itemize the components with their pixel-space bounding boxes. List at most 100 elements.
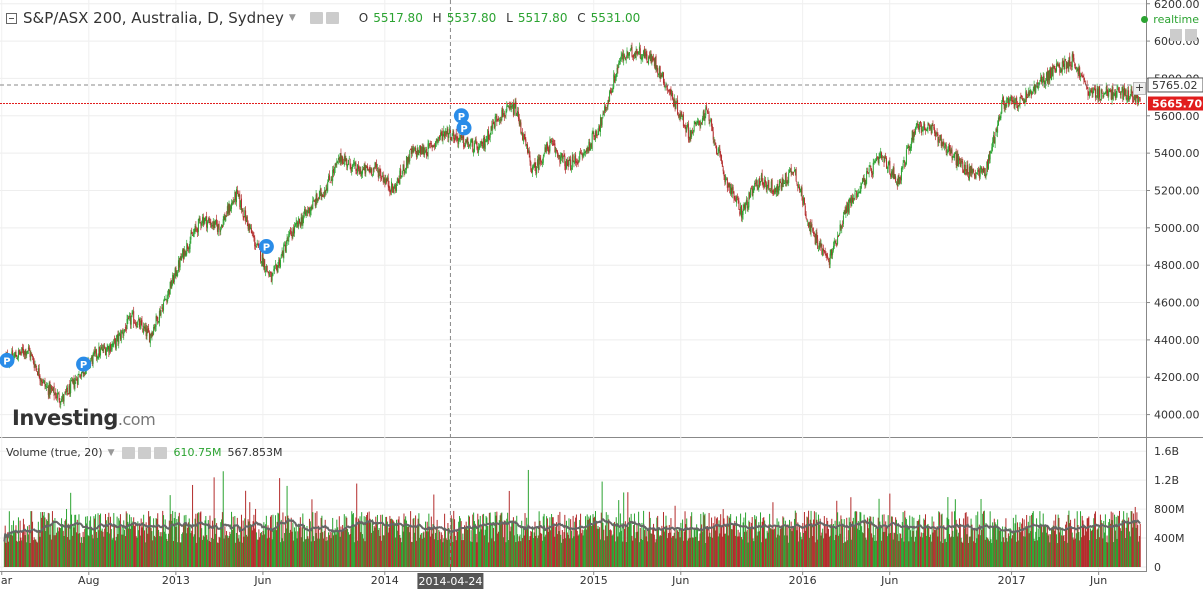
volume-bar bbox=[303, 524, 305, 567]
candle-body bbox=[233, 201, 235, 203]
volume-bar bbox=[724, 533, 726, 567]
candle-body bbox=[619, 60, 621, 64]
volume-bar bbox=[867, 528, 869, 567]
candle-body bbox=[397, 178, 399, 182]
volume-bar bbox=[204, 520, 206, 567]
volume-bar bbox=[955, 519, 957, 567]
volume-bar bbox=[720, 514, 722, 567]
candle-body bbox=[362, 168, 364, 170]
volume-bar bbox=[342, 524, 344, 567]
candle-body bbox=[112, 343, 114, 346]
price-tick-label: 4400.00 bbox=[1154, 334, 1200, 347]
candle-body bbox=[868, 168, 870, 174]
volume-bar bbox=[215, 533, 217, 567]
volume-bar bbox=[308, 538, 310, 567]
candle-body bbox=[842, 224, 844, 226]
candle-body bbox=[789, 168, 791, 170]
add-alert-button[interactable]: + bbox=[1133, 81, 1146, 95]
candle-body bbox=[262, 253, 264, 267]
candle-body bbox=[856, 193, 858, 197]
chevron-down-icon[interactable]: ▼ bbox=[107, 447, 115, 458]
volume-bar bbox=[560, 534, 562, 567]
candle-body bbox=[672, 92, 674, 100]
chevron-down-icon[interactable]: ▼ bbox=[288, 13, 296, 23]
candle-body bbox=[45, 385, 47, 388]
volume-bar bbox=[643, 510, 645, 567]
volume-bar bbox=[165, 533, 167, 567]
volume-bar bbox=[186, 533, 188, 567]
volume-bar bbox=[543, 513, 545, 567]
volume-bar bbox=[525, 529, 527, 567]
volume-bar bbox=[744, 531, 746, 567]
candle-body bbox=[1026, 97, 1028, 99]
candle-body bbox=[61, 395, 63, 400]
candle-body bbox=[394, 185, 396, 187]
volume-bar bbox=[184, 523, 186, 567]
gear-icon[interactable] bbox=[325, 12, 339, 24]
volume-bar bbox=[252, 521, 254, 567]
candle-body bbox=[584, 152, 586, 154]
volume-bar bbox=[1101, 522, 1103, 567]
candle-body bbox=[495, 116, 497, 118]
collapse-icon[interactable] bbox=[6, 12, 17, 24]
close-icon[interactable] bbox=[154, 446, 168, 459]
candle-body bbox=[361, 171, 363, 175]
volume-bar bbox=[661, 525, 663, 567]
candle-body bbox=[1117, 88, 1119, 90]
candle-body bbox=[452, 130, 454, 136]
candle-body bbox=[531, 169, 533, 173]
candle-body bbox=[780, 184, 782, 190]
volume-bar bbox=[934, 530, 936, 567]
candle-body bbox=[663, 81, 665, 88]
candle-body bbox=[1138, 97, 1140, 104]
volume-bar bbox=[874, 540, 876, 567]
candle-body bbox=[1118, 91, 1120, 93]
candle-body bbox=[718, 149, 720, 151]
gear-icon[interactable] bbox=[138, 446, 152, 459]
candle-body bbox=[1094, 87, 1096, 90]
candle-body bbox=[843, 210, 845, 215]
candle-body bbox=[73, 379, 75, 388]
candle-body bbox=[647, 61, 649, 63]
candle-body bbox=[657, 68, 659, 74]
volume-bar bbox=[753, 541, 755, 567]
volume-bar bbox=[200, 511, 202, 567]
volume-bar bbox=[140, 518, 142, 567]
volume-bar bbox=[599, 527, 601, 567]
volume-bar bbox=[15, 525, 17, 567]
candle-body bbox=[1023, 100, 1025, 104]
volume-bar bbox=[585, 516, 587, 567]
eye-icon[interactable] bbox=[122, 446, 136, 459]
candle-body bbox=[953, 156, 955, 158]
volume-bar bbox=[1065, 524, 1067, 567]
volume-bar bbox=[847, 540, 849, 567]
volume-bar bbox=[388, 527, 390, 567]
candle-body bbox=[1005, 104, 1007, 106]
volume-bar bbox=[693, 528, 695, 567]
volume-bar bbox=[235, 542, 237, 567]
volume-bar bbox=[352, 513, 354, 567]
volume-label[interactable]: Volume (true, 20) bbox=[6, 446, 103, 459]
candle-body bbox=[471, 139, 473, 144]
scale-icon[interactable] bbox=[1185, 29, 1197, 41]
volume-bar bbox=[134, 526, 136, 567]
volume-bar bbox=[866, 539, 868, 567]
volume-bar bbox=[1040, 523, 1042, 567]
candle-body bbox=[722, 168, 724, 172]
chart-title[interactable]: S&P/ASX 200, Australia, D, Sydney bbox=[23, 9, 284, 27]
realtime-dot-icon bbox=[1141, 16, 1149, 23]
volume-bar bbox=[263, 522, 265, 567]
volume-bar bbox=[237, 538, 239, 567]
candle-body bbox=[910, 146, 912, 151]
volume-bar bbox=[105, 520, 107, 567]
volume-bar bbox=[777, 534, 779, 567]
volume-bar bbox=[405, 516, 407, 567]
eye-icon[interactable] bbox=[309, 12, 323, 24]
candle-body bbox=[604, 106, 606, 113]
volume-bar bbox=[616, 525, 618, 567]
candle-body bbox=[530, 162, 532, 171]
info-icon[interactable] bbox=[1170, 29, 1182, 41]
volume-bar bbox=[488, 512, 490, 567]
candle-body bbox=[809, 221, 811, 232]
